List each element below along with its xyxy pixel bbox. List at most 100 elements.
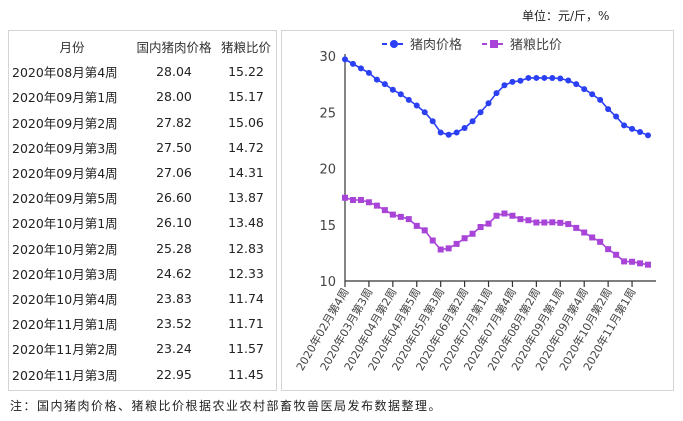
data-point bbox=[413, 102, 420, 109]
series-line-2 bbox=[344, 196, 649, 266]
data-point bbox=[342, 194, 348, 201]
data-point bbox=[533, 219, 540, 226]
data-point bbox=[501, 82, 508, 89]
cell-pork-price: 24.62 bbox=[156, 265, 192, 281]
data-point bbox=[629, 258, 636, 265]
data-point bbox=[381, 81, 388, 88]
data-point bbox=[461, 125, 468, 131]
y-tick-label: 20 bbox=[319, 163, 336, 178]
header-hog-grain-ratio: 猪粮比价 bbox=[220, 40, 271, 56]
table-row: 2020年10月第2周 25.28 12.83 bbox=[9, 236, 276, 261]
data-point bbox=[621, 122, 628, 129]
cell-week: 2020年09月第3周 bbox=[12, 140, 118, 156]
cell-week: 2020年10月第3周 bbox=[12, 266, 118, 282]
data-point bbox=[565, 77, 572, 84]
data-point bbox=[397, 91, 404, 98]
table-row: 2020年09月第4周 27.06 14.31 bbox=[9, 160, 276, 185]
data-point bbox=[613, 251, 620, 258]
data-point bbox=[373, 76, 380, 83]
cell-pork-price: 23.24 bbox=[156, 341, 192, 357]
data-point bbox=[549, 219, 556, 226]
data-point bbox=[342, 56, 348, 63]
data-point bbox=[477, 109, 484, 116]
table-row: 2020年10月第1周 26.10 13.48 bbox=[9, 210, 276, 235]
line-chart: 10152025302020年02月第4周2020年03月第3周2020年04月… bbox=[293, 37, 656, 373]
cell-week: 2020年10月第1周 bbox=[12, 216, 118, 232]
cell-pork-price: 27.50 bbox=[156, 139, 192, 155]
cell-ratio: 13.87 bbox=[228, 190, 264, 206]
data-point bbox=[445, 131, 452, 138]
data-point bbox=[373, 202, 380, 209]
data-point bbox=[613, 113, 620, 120]
data-point bbox=[573, 224, 580, 231]
data-point bbox=[437, 129, 444, 136]
price-table: 月份 国内猪肉价格 猪粮比价 2020年08月第4周 28.04 15.22 2020… bbox=[9, 34, 276, 387]
data-point bbox=[477, 224, 484, 230]
cell-ratio: 12.33 bbox=[228, 265, 264, 281]
data-point bbox=[413, 222, 420, 229]
data-point bbox=[445, 245, 452, 252]
data-point bbox=[357, 197, 364, 203]
data-point bbox=[557, 75, 564, 82]
data-point bbox=[645, 261, 651, 268]
data-point bbox=[541, 74, 548, 81]
data-point bbox=[629, 125, 636, 132]
cell-pork-price: 23.52 bbox=[156, 316, 192, 332]
header-month: 月份 bbox=[59, 40, 85, 56]
y-tick-label: 10 bbox=[319, 275, 336, 290]
y-tick-label: 25 bbox=[319, 106, 336, 121]
cell-pork-price: 26.60 bbox=[156, 190, 192, 206]
data-point bbox=[453, 240, 460, 247]
data-point bbox=[597, 96, 604, 103]
legend: 猪肉价格 猪粮比价 bbox=[382, 37, 562, 53]
cell-ratio: 14.31 bbox=[228, 165, 264, 181]
data-point bbox=[509, 212, 516, 219]
data-point bbox=[453, 129, 460, 136]
data-point bbox=[405, 96, 412, 103]
data-point bbox=[605, 246, 612, 253]
cell-week: 2020年09月第4周 bbox=[12, 166, 118, 182]
cell-week: 2020年08月第4周 bbox=[12, 65, 118, 81]
cell-week: 2020年09月第5周 bbox=[12, 191, 118, 207]
cell-week: 2020年09月第1周 bbox=[12, 90, 118, 106]
cell-ratio: 11.71 bbox=[228, 316, 264, 332]
data-point bbox=[525, 74, 532, 81]
data-point bbox=[461, 235, 468, 242]
cell-week: 2020年10月第2周 bbox=[12, 241, 118, 257]
table-row: 2020年09月第1周 28.00 15.17 bbox=[9, 84, 276, 109]
cell-pork-price: 28.00 bbox=[156, 89, 192, 105]
cell-pork-price: 26.10 bbox=[156, 215, 192, 231]
data-point bbox=[485, 100, 492, 107]
cell-ratio: 14.72 bbox=[228, 139, 264, 155]
table-row: 2020年10月第4周 23.83 11.74 bbox=[9, 286, 276, 311]
data-point bbox=[525, 217, 532, 224]
table-row: 2020年10月第3周 24.62 12.33 bbox=[9, 261, 276, 286]
data-point bbox=[389, 211, 396, 218]
cell-week: 2020年10月第4周 bbox=[12, 291, 118, 307]
data-point bbox=[357, 65, 364, 72]
data-point bbox=[429, 118, 436, 125]
data-point bbox=[429, 237, 436, 244]
footnote: 注：国内猪肉价格、猪粮比价根据农业农村部畜牧兽医局发布数据整理。 bbox=[10, 399, 443, 413]
data-point bbox=[605, 106, 612, 113]
data-point bbox=[517, 77, 524, 84]
table-row: 2020年11月第3周 22.95 11.45 bbox=[9, 361, 276, 386]
legend-label: 猪粮比价 bbox=[510, 38, 562, 53]
table-header-row: 月份 国内猪肉价格 猪粮比价 bbox=[9, 34, 276, 59]
cell-pork-price: 28.04 bbox=[156, 64, 192, 80]
table-row: 2020年09月第2周 27.82 15.06 bbox=[9, 110, 276, 135]
data-point bbox=[597, 238, 604, 245]
data-point bbox=[581, 229, 588, 236]
data-point bbox=[549, 75, 556, 82]
data-point bbox=[349, 197, 356, 203]
data-point bbox=[541, 219, 548, 226]
cell-ratio: 11.45 bbox=[228, 366, 264, 382]
chart-panel: 10 15 20 25 30 2020年02月第4周 2020年03月第3周 2020年04月… bbox=[281, 30, 674, 391]
table-row: 2020年08月第4周 28.04 15.22 bbox=[9, 59, 276, 84]
series-line-1 bbox=[344, 58, 649, 137]
data-point bbox=[437, 246, 444, 253]
cell-pork-price: 22.95 bbox=[156, 366, 192, 382]
data-point bbox=[365, 69, 372, 76]
data-point bbox=[589, 234, 596, 241]
legend-label: 猪肉价格 bbox=[410, 37, 462, 53]
